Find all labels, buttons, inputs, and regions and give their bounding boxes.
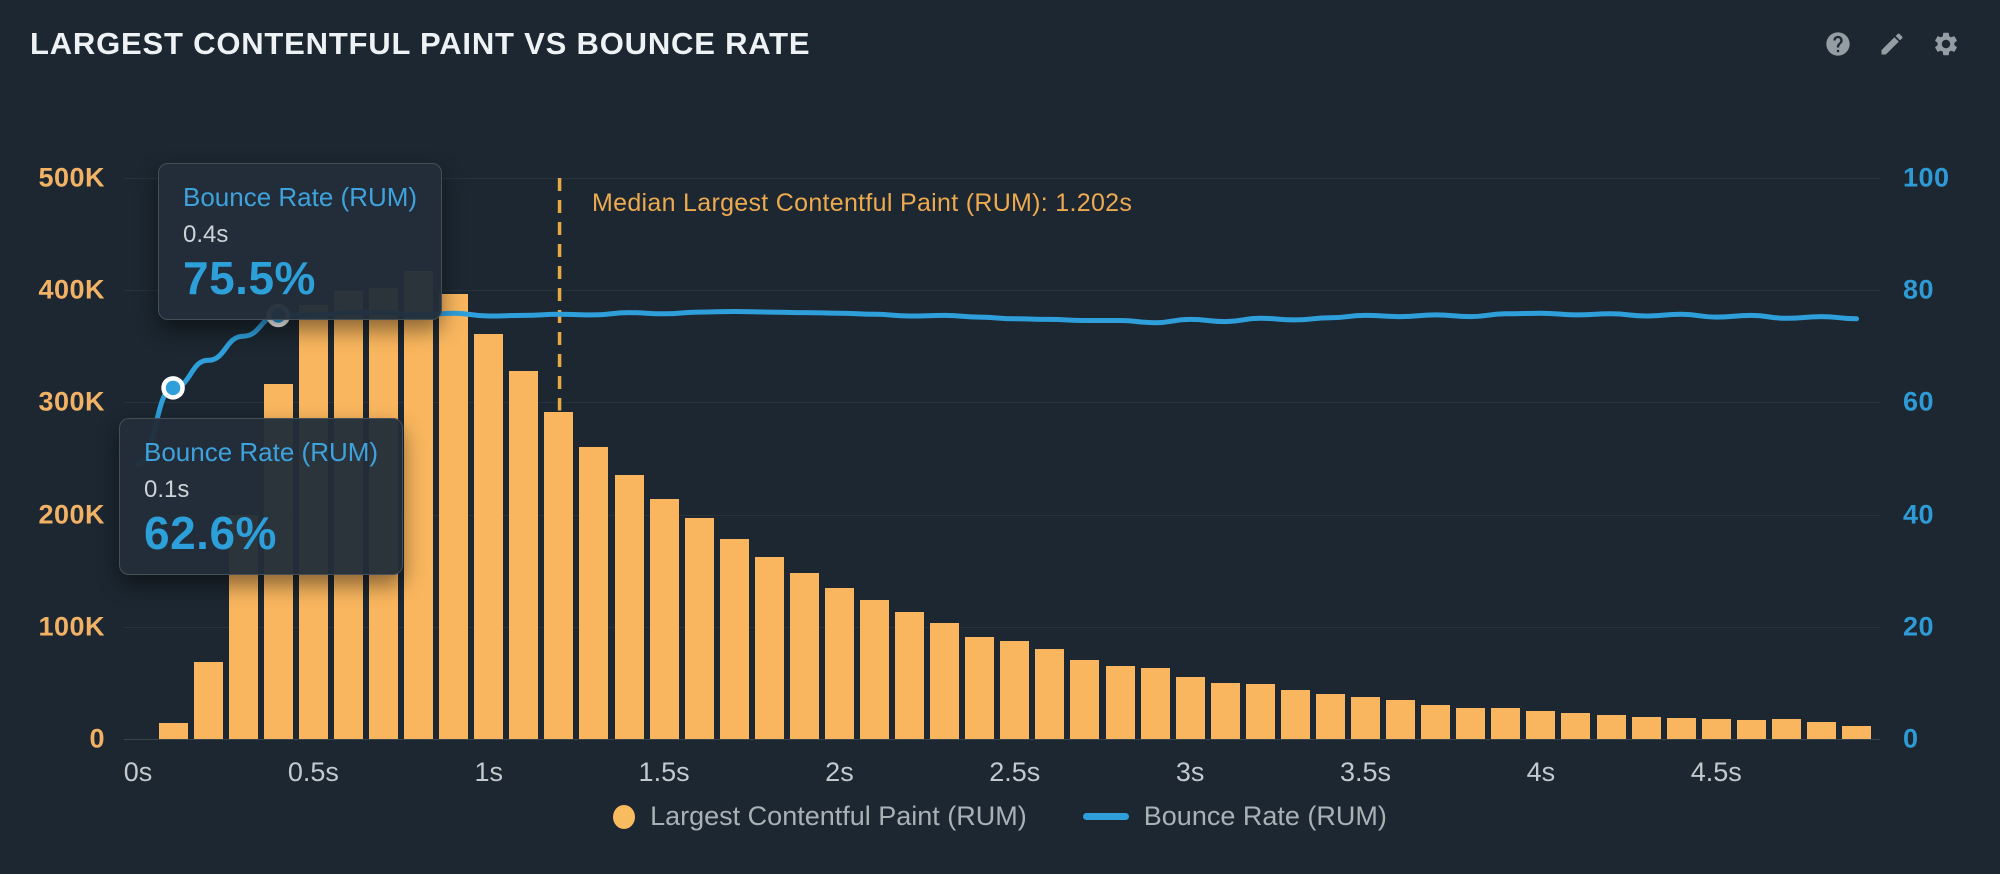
bar-lcp-3.9s[interactable]	[1491, 707, 1521, 739]
y-axis-left-tick: 300K	[38, 386, 105, 417]
bar-lcp-2.9s[interactable]	[1140, 668, 1170, 739]
x-axis-tick: 4s	[1526, 757, 1556, 787]
bar-lcp-3.5s[interactable]	[1351, 697, 1381, 739]
y-axis-left-tick: 100K	[38, 611, 105, 642]
bar-lcp-3.3s[interactable]	[1280, 689, 1310, 739]
legend-item-bounce-rate[interactable]: Bounce Rate (RUM)	[1082, 801, 1387, 832]
gridline	[124, 514, 1880, 516]
bar-lcp-4.6s[interactable]	[1736, 719, 1766, 739]
bar-lcp-1.5s[interactable]	[649, 498, 679, 739]
tooltip-series-label: Bounce Rate (RUM)	[183, 182, 418, 212]
lcp-circle-marker-icon	[613, 804, 636, 829]
bar-lcp-1.2s[interactable]	[544, 412, 574, 739]
bar-lcp-3.7s[interactable]	[1421, 705, 1451, 739]
bar-lcp-3s[interactable]	[1175, 677, 1205, 739]
x-axis-tick: 1s	[474, 757, 503, 787]
x-axis-tick: 3s	[1175, 757, 1205, 787]
bar-lcp-4.5s[interactable]	[1701, 718, 1731, 739]
bar-lcp-1.7s[interactable]	[719, 539, 749, 739]
bar-lcp-1s[interactable]	[474, 333, 504, 739]
header-icons	[1824, 30, 1960, 58]
x-axis-tick: 4.5s	[1690, 757, 1742, 787]
gridline	[124, 290, 1880, 292]
legend-label-lcp: Largest Contentful Paint (RUM)	[650, 801, 1027, 831]
bar-lcp-2s[interactable]	[824, 587, 854, 739]
y-axis-right-tick: 0	[1903, 723, 1919, 754]
help-icon[interactable]	[1824, 30, 1852, 58]
tooltip-bounce-rate-0.4s: Bounce Rate (RUM) 0.4s 75.5%	[158, 163, 443, 320]
tooltip-bounce-rate-0.1s: Bounce Rate (RUM) 0.1s 62.6%	[119, 418, 404, 575]
bar-lcp-4.2s[interactable]	[1596, 715, 1626, 739]
y-axis-right-tick: 100	[1903, 162, 1950, 193]
x-axis-tick: 0.5s	[287, 757, 339, 787]
gridline	[124, 626, 1880, 628]
y-axis-right-tick: 20	[1903, 611, 1935, 642]
bar-lcp-4.1s[interactable]	[1561, 713, 1591, 739]
bar-lcp-0.8s[interactable]	[404, 271, 434, 739]
bar-lcp-0.9s[interactable]	[439, 293, 469, 739]
bar-lcp-3.2s[interactable]	[1245, 684, 1275, 739]
x-axis-tick: 2.5s	[989, 757, 1041, 787]
bar-lcp-1.1s[interactable]	[509, 370, 539, 739]
tooltip-series-label: Bounce Rate (RUM)	[144, 437, 379, 467]
bar-lcp-0.1s[interactable]	[158, 723, 188, 739]
bar-lcp-0.2s[interactable]	[193, 661, 223, 739]
y-axis-right-tick: 40	[1903, 499, 1935, 530]
bar-lcp-4.4s[interactable]	[1666, 717, 1696, 739]
bar-lcp-4.7s[interactable]	[1771, 718, 1801, 739]
tooltip-x-value: 0.4s	[183, 221, 229, 248]
bar-lcp-2.6s[interactable]	[1035, 649, 1065, 739]
bar-lcp-2.7s[interactable]	[1070, 660, 1100, 739]
y-axis-left-tick: 400K	[38, 274, 105, 305]
median-annotation: Median Largest Contentful Paint (RUM): 1…	[592, 189, 1133, 217]
bar-lcp-1.6s[interactable]	[684, 517, 714, 739]
bar-lcp-4.3s[interactable]	[1631, 716, 1661, 739]
legend: Largest Contentful Paint (RUM) Bounce Ra…	[0, 801, 2000, 832]
x-axis-tick: 2s	[825, 757, 854, 787]
gridline	[124, 178, 1880, 179]
y-axis-left-tick: 500K	[38, 162, 105, 193]
bar-lcp-4s[interactable]	[1526, 710, 1556, 739]
y-axis-right-tick: 60	[1903, 386, 1935, 417]
y-axis-right-tick: 80	[1903, 274, 1935, 305]
bar-lcp-2.8s[interactable]	[1105, 666, 1135, 739]
chart-title: LARGEST CONTENTFUL PAINT VS BOUNCE RATE	[30, 26, 811, 61]
x-axis-tick: 1.5s	[638, 757, 690, 787]
y-axis-left-tick: 200K	[38, 499, 105, 530]
bar-lcp-2.3s[interactable]	[930, 623, 960, 739]
bar-lcp-2.5s[interactable]	[1000, 641, 1030, 739]
tooltip-value: 62.6%	[144, 507, 277, 559]
settings-gear-icon[interactable]	[1932, 30, 1960, 58]
x-axis-tick: 3.5s	[1339, 757, 1392, 787]
edit-pencil-icon[interactable]	[1878, 30, 1906, 58]
bar-lcp-3.8s[interactable]	[1456, 707, 1486, 739]
bar-lcp-1.9s[interactable]	[789, 572, 819, 739]
bar-lcp-1.4s[interactable]	[614, 475, 644, 739]
y-axis-left-tick: 0	[89, 723, 105, 754]
bar-lcp-2.2s[interactable]	[895, 612, 925, 739]
legend-label-bounce-rate: Bounce Rate (RUM)	[1143, 801, 1387, 831]
tooltip-x-value: 0.1s	[144, 476, 190, 503]
bar-lcp-4.9s[interactable]	[1842, 725, 1872, 739]
legend-item-lcp[interactable]: Largest Contentful Paint (RUM)	[613, 801, 1027, 832]
x-axis-line	[124, 739, 1880, 740]
bar-lcp-4.8s[interactable]	[1806, 722, 1836, 739]
x-axis-tick: 0s	[123, 757, 153, 787]
bounce-rate-line-marker-icon	[1082, 813, 1129, 820]
bar-lcp-1.8s[interactable]	[754, 557, 784, 739]
tooltip-value: 75.5%	[183, 252, 316, 304]
bar-lcp-3.6s[interactable]	[1386, 699, 1416, 739]
bar-lcp-3.4s[interactable]	[1315, 694, 1345, 739]
bar-lcp-2.1s[interactable]	[860, 599, 889, 739]
bar-lcp-1.3s[interactable]	[579, 447, 609, 739]
bar-lcp-2.4s[interactable]	[965, 636, 995, 739]
bar-lcp-3.1s[interactable]	[1210, 682, 1240, 739]
